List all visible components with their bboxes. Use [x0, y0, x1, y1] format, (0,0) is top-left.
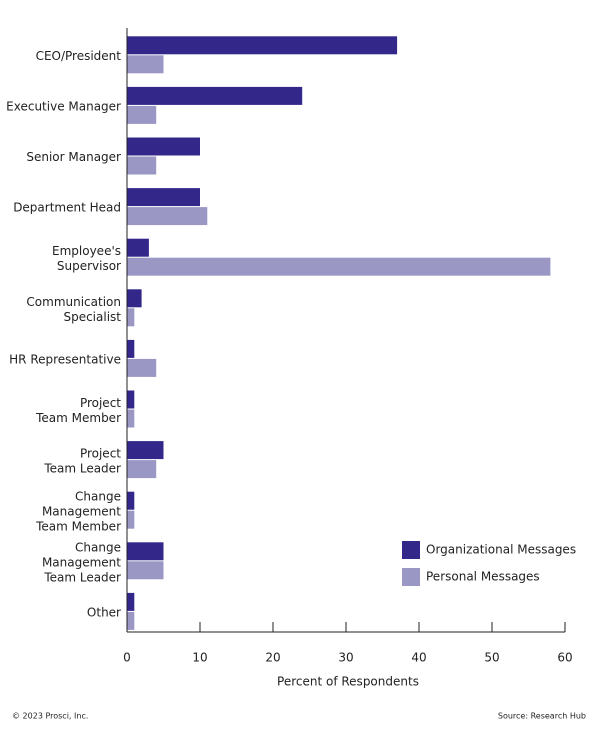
- bar: [127, 156, 157, 175]
- bar: [127, 611, 135, 630]
- bar: [127, 207, 208, 226]
- y-tick-label: Employee's Supervisor: [52, 244, 121, 273]
- bar: [127, 510, 135, 529]
- bar: [127, 358, 157, 377]
- bar: [127, 339, 135, 358]
- bar: [127, 137, 200, 156]
- bar: [127, 592, 135, 611]
- source: Source: Research Hub: [498, 712, 586, 721]
- x-tick-label: 20: [265, 651, 280, 665]
- x-tick-label: 30: [338, 651, 353, 665]
- legend-swatch: [402, 568, 420, 586]
- y-tick-label: CEO/President: [36, 49, 122, 63]
- y-tick-label: Department Head: [13, 201, 121, 215]
- y-tick-label: Communication Specialist: [26, 294, 121, 323]
- bar: [127, 257, 551, 276]
- bar: [127, 55, 164, 74]
- y-tick-label: Senior Manager: [26, 150, 121, 164]
- footnote: © 2023 Prosci, Inc.: [12, 712, 88, 721]
- bar: [127, 542, 164, 561]
- bar: [127, 36, 398, 55]
- bar: [127, 460, 157, 479]
- bar: [127, 289, 142, 308]
- y-tick-label: Project Team Leader: [43, 446, 121, 475]
- y-tick-label: Change Management Team Leader: [42, 540, 121, 584]
- bar: [127, 409, 135, 428]
- bar: [127, 238, 149, 257]
- x-tick-label: 10: [192, 651, 207, 665]
- y-tick-label: Change Management Team Member: [35, 489, 121, 533]
- legend-label: Organizational Messages: [426, 543, 576, 557]
- bar: [127, 105, 157, 124]
- x-tick-label: 50: [484, 651, 499, 665]
- y-tick-label: Executive Manager: [6, 99, 121, 113]
- x-tick-label: 60: [557, 651, 572, 665]
- y-tick-label: Project Team Member: [35, 396, 121, 425]
- y-tick-label: Other: [87, 605, 121, 619]
- x-tick-label: 0: [123, 651, 131, 665]
- y-tick-label: HR Representative: [9, 352, 121, 366]
- x-tick-label: 40: [411, 651, 426, 665]
- bar: [127, 491, 135, 510]
- bar: [127, 308, 135, 327]
- bar: [127, 441, 164, 460]
- legend-swatch: [402, 541, 420, 559]
- x-axis-label: Percent of Respondents: [277, 675, 419, 689]
- bar: [127, 86, 303, 105]
- bar: [127, 188, 200, 207]
- bar: [127, 561, 164, 580]
- legend-label: Personal Messages: [426, 570, 540, 584]
- bar: [127, 390, 135, 409]
